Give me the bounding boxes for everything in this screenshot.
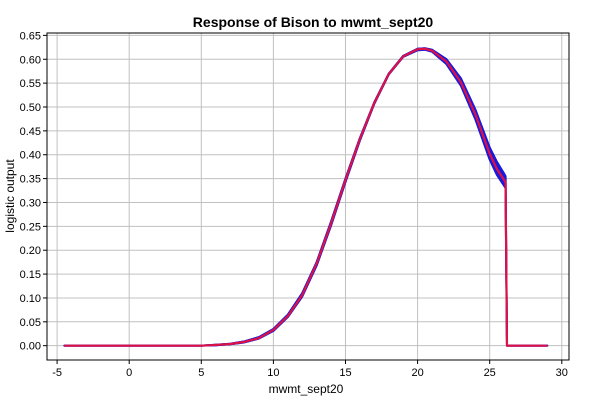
y-axis-ticks: 0.00 0.05 0.10 0.15 0.20 0.25 0.30 0.35 0.40 0.45…	[20, 30, 47, 353]
lower-bound-line	[64, 48, 548, 347]
x-tick-label: -5	[52, 367, 62, 379]
y-tick-label: 0.30	[20, 197, 41, 209]
x-axis-label: mwmt_sept20	[269, 382, 344, 396]
y-tick-label: 0.00	[20, 341, 41, 353]
y-tick-label: 0.50	[20, 102, 41, 114]
x-tick-label: 10	[267, 367, 279, 379]
y-tick-label: 0.65	[20, 30, 41, 42]
y-tick-label: 0.60	[20, 54, 41, 66]
response-lines	[64, 47, 548, 347]
x-tick-label: 25	[484, 367, 496, 379]
x-axis-ticks: -5 0 5 10 15 20 25 30	[52, 360, 568, 379]
y-tick-label: 0.05	[20, 317, 41, 329]
y-tick-label: 0.40	[20, 150, 41, 162]
y-tick-label: 0.55	[20, 78, 41, 90]
x-tick-label: 30	[556, 367, 568, 379]
x-tick-label: 5	[198, 367, 204, 379]
confidence-band-area	[63, 47, 549, 347]
confidence-band	[63, 47, 549, 347]
y-tick-label: 0.20	[20, 245, 41, 257]
y-tick-label: 0.15	[20, 269, 41, 281]
y-tick-label: 0.45	[20, 126, 41, 138]
x-tick-label: 15	[339, 367, 351, 379]
y-tick-label: 0.25	[20, 221, 41, 233]
grid-lines	[47, 33, 569, 360]
y-tick-label: 0.10	[20, 293, 41, 305]
mean-response-line	[64, 47, 548, 347]
chart-title: Response of Bison to mwmt_sept20	[193, 14, 434, 30]
y-axis-label: logistic output	[3, 159, 17, 233]
x-tick-label: 0	[126, 367, 132, 379]
plot-frame	[46, 32, 570, 361]
x-tick-label: 20	[411, 367, 423, 379]
upper-bound-line	[64, 47, 548, 347]
y-tick-label: 0.35	[20, 174, 41, 186]
